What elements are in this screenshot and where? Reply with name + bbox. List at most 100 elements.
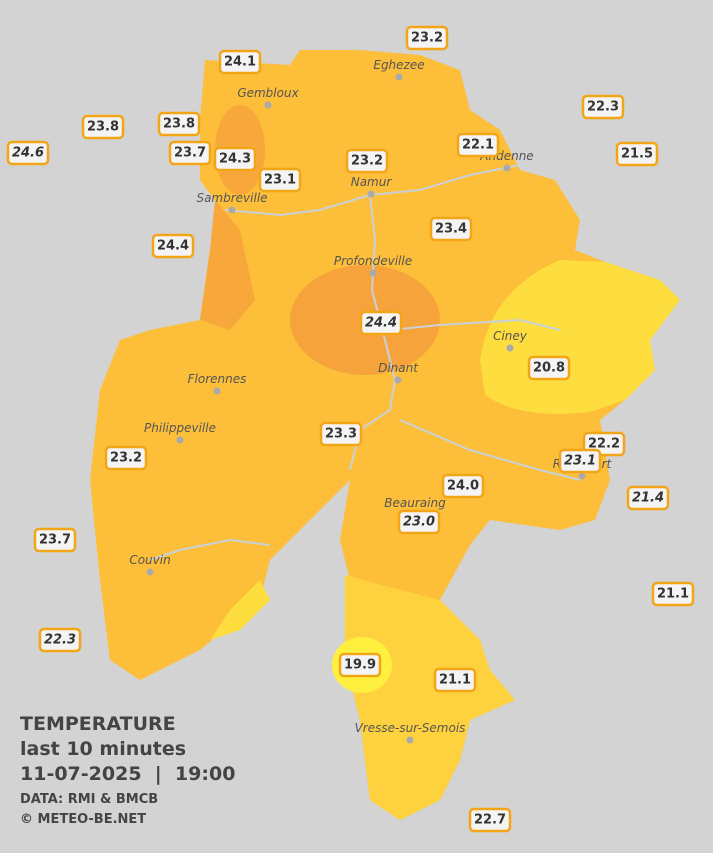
label-box xyxy=(405,25,449,51)
temperature-label: 23.3 xyxy=(325,427,357,442)
temperature-marker: 23.2 xyxy=(104,445,148,471)
warm-zone xyxy=(200,200,255,330)
city-name: Profondeville xyxy=(334,254,412,268)
label-box xyxy=(429,216,473,242)
temperature-marker: 22.7 xyxy=(468,807,512,833)
label-box xyxy=(258,167,302,193)
temperature-label: 23.7 xyxy=(174,146,206,161)
label-box xyxy=(527,355,571,381)
label-box xyxy=(558,448,602,474)
label-box xyxy=(38,627,82,653)
city-dot xyxy=(394,376,402,384)
city-name: Ciney xyxy=(493,329,528,343)
temperature-label: 21.5 xyxy=(621,147,653,162)
temperature-marker: 23.2 xyxy=(345,148,389,174)
temperature-marker: 23.4 xyxy=(429,216,473,242)
temperature-label: 23.2 xyxy=(351,154,383,169)
temperature-marker: 22.3 xyxy=(581,94,625,120)
temperature-marker: 24.4 xyxy=(359,310,403,336)
temperature-marker: 24.6 xyxy=(6,140,50,166)
temperature-label: 20.8 xyxy=(533,361,565,376)
legend: TEMPERATURE last 10 minutes 11-07-2025 |… xyxy=(20,713,235,827)
temperature-label: 23.8 xyxy=(163,117,195,132)
temperature-label: 23.2 xyxy=(110,451,142,466)
label-box xyxy=(213,146,257,172)
temperature-marker: 21.5 xyxy=(615,141,659,167)
temperature-label: 22.3 xyxy=(587,100,619,115)
label-box xyxy=(345,148,389,174)
legend-subtitle: last 10 minutes xyxy=(20,738,186,760)
temperature-label: 23.0 xyxy=(403,515,435,530)
city-dot xyxy=(213,387,221,395)
temperature-label: 23.7 xyxy=(39,533,71,548)
label-box xyxy=(456,132,500,158)
temperature-marker: 23.8 xyxy=(157,111,201,137)
city-dot xyxy=(176,436,184,444)
temperature-marker: 23.1 xyxy=(558,448,602,474)
city-name: Dinant xyxy=(378,361,419,375)
temperature-label: 19.9 xyxy=(344,658,376,673)
city-name: Eghezee xyxy=(373,58,424,72)
city-name: Philippeville xyxy=(144,421,216,435)
temperature-marker: 22.3 xyxy=(38,627,82,653)
label-box xyxy=(359,310,403,336)
cool-zone xyxy=(210,580,270,640)
city-dot xyxy=(503,164,511,172)
label-box xyxy=(81,114,125,140)
city-dot xyxy=(228,206,236,214)
city-dot xyxy=(506,344,514,352)
legend-source: DATA: RMI & BMCB xyxy=(20,792,158,807)
legend-copyright: © METEO-BE.NET xyxy=(20,812,146,827)
city-dot xyxy=(406,736,414,744)
temperature-marker: 23.3 xyxy=(319,421,363,447)
temperature-label: 24.0 xyxy=(447,479,479,494)
city-name: Beauraing xyxy=(384,496,446,510)
city-name: Sambreville xyxy=(196,191,267,205)
temperature-label: 22.3 xyxy=(44,633,76,648)
temperature-label: 21.1 xyxy=(657,587,689,602)
temperature-marker: 23.1 xyxy=(258,167,302,193)
cool-zone xyxy=(345,575,515,820)
label-box xyxy=(338,652,382,678)
temperature-label: 23.1 xyxy=(264,173,296,188)
temperature-label: 21.4 xyxy=(632,491,664,506)
city-dot xyxy=(395,73,403,81)
label-box xyxy=(151,233,195,259)
temperature-label: 23.4 xyxy=(435,222,467,237)
temperature-marker: 24.1 xyxy=(218,49,262,75)
temperature-marker: 22.1 xyxy=(456,132,500,158)
city-dot xyxy=(578,472,586,480)
city-dot xyxy=(264,101,272,109)
label-box xyxy=(651,581,695,607)
city-dot xyxy=(367,190,375,198)
legend-datetime: 11-07-2025 | 19:00 xyxy=(20,763,235,785)
label-box xyxy=(581,94,625,120)
temperature-label: 21.1 xyxy=(439,673,471,688)
temperature-label: 24.6 xyxy=(12,146,44,161)
city-name: Gembloux xyxy=(237,86,299,100)
label-box xyxy=(441,473,485,499)
temperature-label: 24.3 xyxy=(219,152,251,167)
label-box xyxy=(615,141,659,167)
label-box xyxy=(433,667,477,693)
temperature-marker: 24.0 xyxy=(441,473,485,499)
label-box xyxy=(319,421,363,447)
legend-title: TEMPERATURE xyxy=(20,713,176,735)
city-name: Florennes xyxy=(188,372,247,386)
city-dot xyxy=(146,568,154,576)
label-box xyxy=(218,49,262,75)
city-name: Vresse-sur-Semois xyxy=(355,721,466,735)
temperature-label: 22.2 xyxy=(588,437,620,452)
temperature-marker: 23.2 xyxy=(405,25,449,51)
city-name: Namur xyxy=(351,175,393,189)
temperature-label: 24.1 xyxy=(224,55,256,70)
temperature-marker: 24.3 xyxy=(213,146,257,172)
label-box xyxy=(468,807,512,833)
temperature-marker: 23.7 xyxy=(168,140,212,166)
temperature-marker: 21.1 xyxy=(651,581,695,607)
temperature-label: 23.1 xyxy=(564,454,596,469)
label-box xyxy=(6,140,50,166)
label-box xyxy=(168,140,212,166)
temperature-label: 24.4 xyxy=(365,316,397,331)
